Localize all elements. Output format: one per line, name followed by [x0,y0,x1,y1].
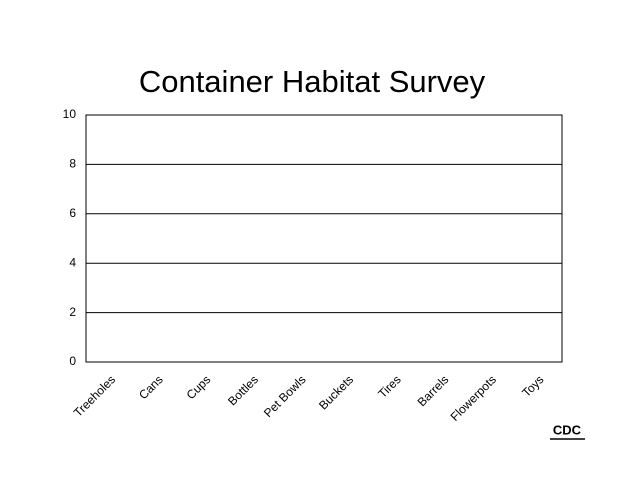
x-tick-label: Treeholes [71,372,118,419]
y-tick-label: 8 [69,157,76,171]
y-tick-label: 2 [69,305,76,319]
x-tick-label: Buckets [316,372,356,412]
x-tick-label: Barrels [415,372,452,409]
y-tick-label: 0 [69,354,76,368]
x-tick-label: Pet Bowls [261,372,309,420]
y-tick-label: 6 [69,206,76,220]
x-tick-label: Tires [375,372,403,400]
x-tick-label: Cups [184,372,214,402]
x-tick-label: Bottles [225,372,261,408]
plot-frame [85,114,563,363]
chart-title: Container Habitat Survey [139,64,486,99]
x-tick-label: Flowerpots [448,372,499,423]
x-tick-label: Toys [519,372,546,399]
logo: CDC [553,422,582,437]
x-tick-label: Cans [136,372,166,402]
y-tick-label: 4 [69,255,76,269]
y-tick-label: 10 [63,107,77,121]
